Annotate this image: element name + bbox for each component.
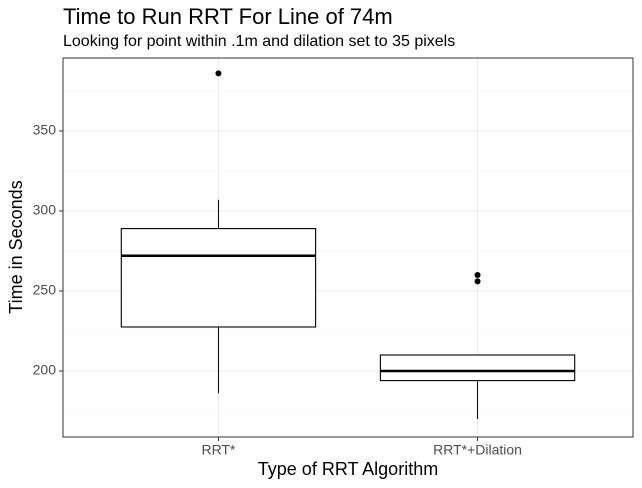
outlier	[474, 278, 481, 285]
chart-subtitle: Looking for point within .1m and dilatio…	[63, 33, 455, 50]
box	[120, 228, 317, 328]
box	[379, 354, 576, 382]
y-axis-title: Time in Seconds	[6, 180, 26, 313]
panel-border	[62, 57, 634, 438]
x-axis-title: Type of RRT Algorithm	[258, 459, 438, 479]
y-tick-label: 300	[33, 202, 57, 218]
y-tick-label: 200	[33, 362, 57, 378]
chart-title: Time to Run RRT For Line of 74m	[63, 4, 393, 29]
y-tick-label: 350	[33, 122, 57, 138]
y-tick-label: 250	[33, 282, 57, 298]
x-tick-label: RRT*	[201, 442, 236, 458]
outlier	[215, 70, 222, 77]
x-tick-label: RRT*+Dilation	[433, 442, 522, 458]
outlier	[474, 271, 481, 278]
